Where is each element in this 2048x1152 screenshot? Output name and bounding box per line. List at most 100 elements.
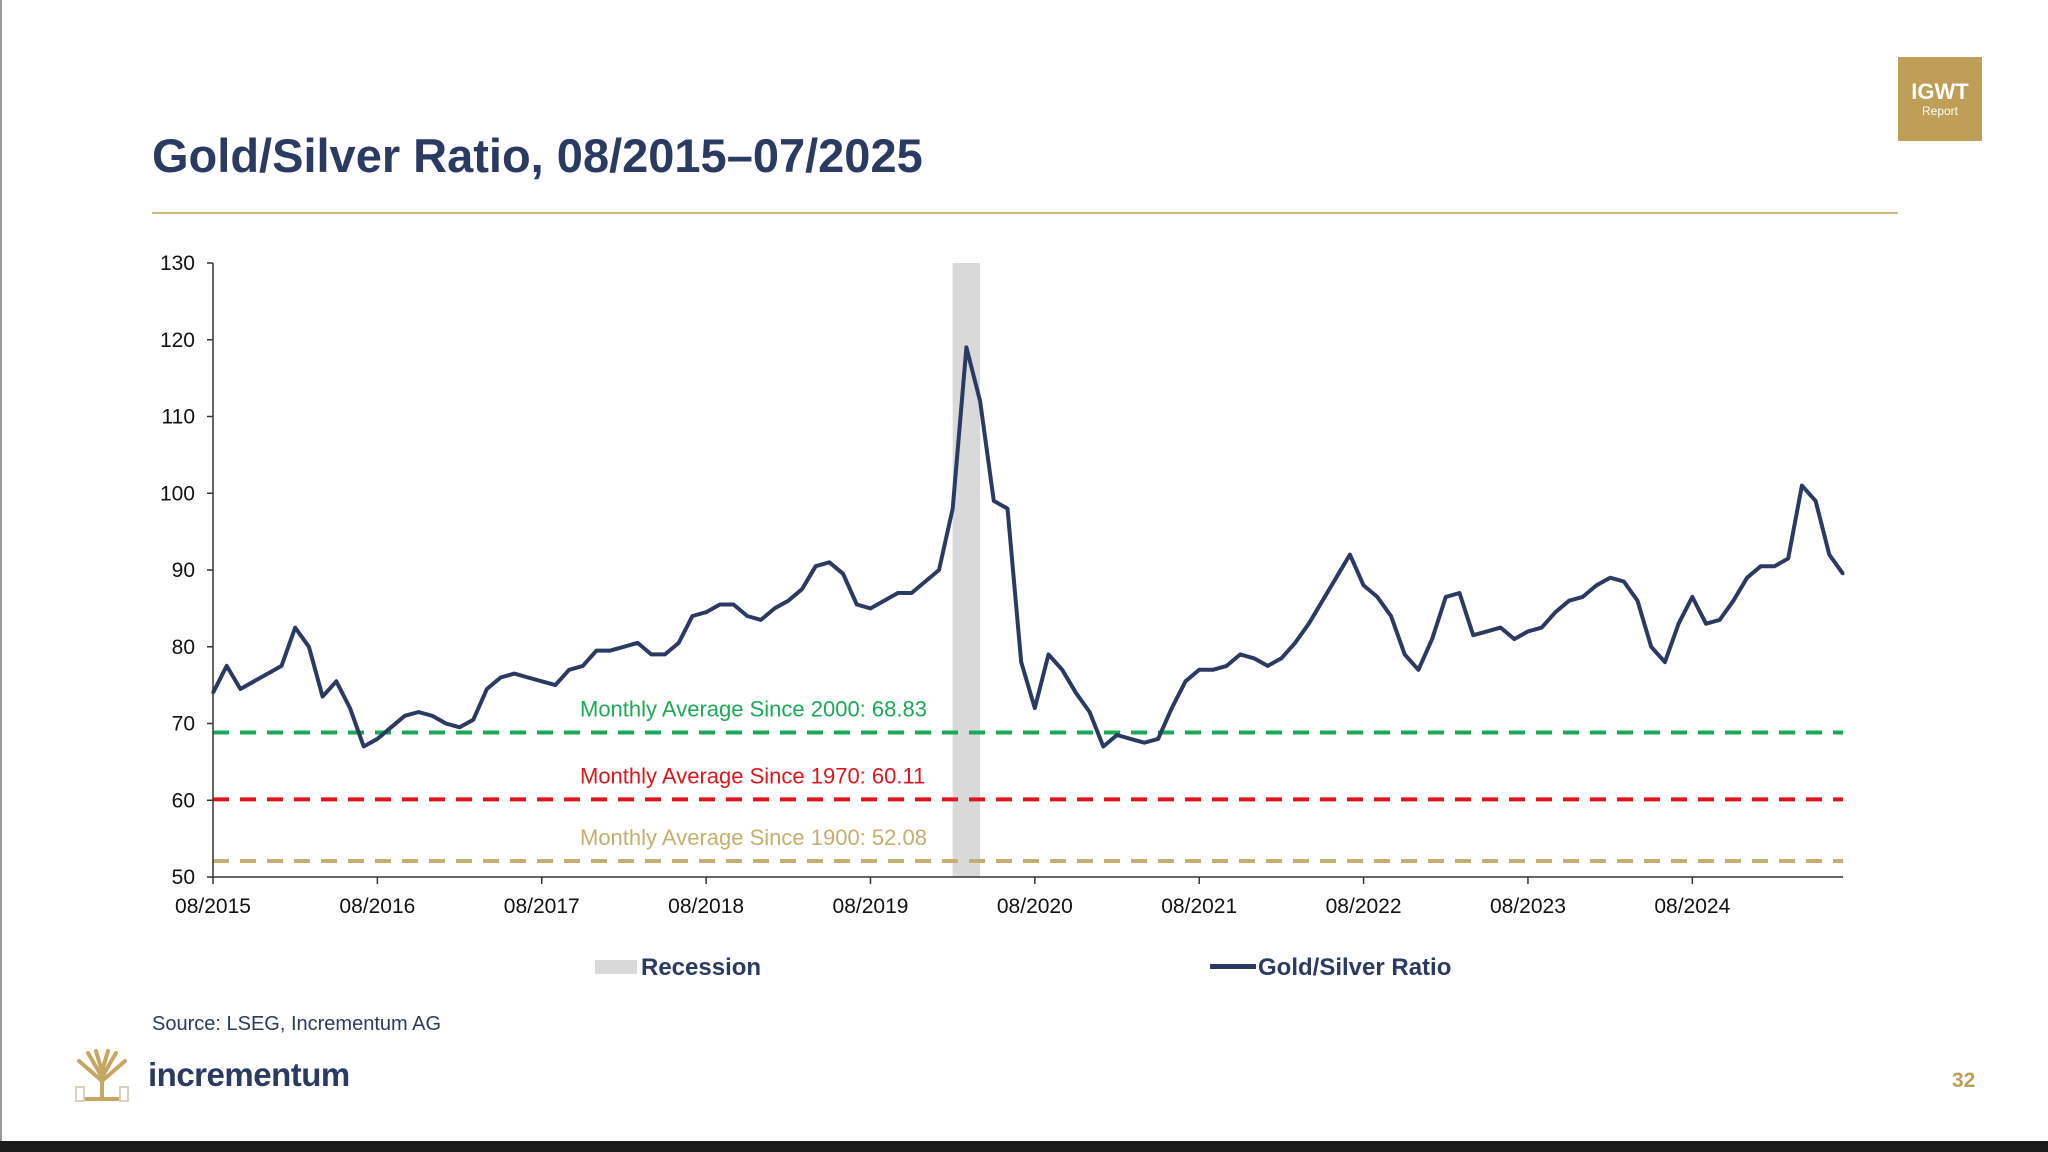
- x-tick-label-3: 08/2018: [668, 895, 744, 918]
- series-point-109: [1704, 622, 1708, 626]
- series-point-29: [608, 649, 612, 653]
- series-point-69: [1156, 737, 1160, 741]
- series-point-48: [869, 606, 872, 610]
- series-point-54: [951, 507, 955, 511]
- series-point-41: [773, 606, 777, 610]
- series-point-4: [266, 672, 270, 676]
- series-point-20: [485, 687, 489, 691]
- series-point-115: [1786, 557, 1790, 560]
- y-tick-label-4: 90: [172, 559, 195, 582]
- series-point-16: [430, 714, 434, 718]
- series-point-65: [1101, 745, 1105, 748]
- series-point-94: [1499, 626, 1503, 630]
- series-point-62: [1060, 668, 1064, 672]
- series-point-64: [1088, 710, 1092, 714]
- series-point-83: [1348, 553, 1352, 557]
- y-tick-label-2: 70: [172, 713, 195, 736]
- badge-title: IGWT: [1911, 79, 1969, 104]
- series-point-93: [1485, 629, 1489, 633]
- x-tick-label-5: 08/2020: [997, 895, 1073, 918]
- series-point-58: [1006, 507, 1009, 511]
- series-point-91: [1458, 591, 1461, 595]
- series-point-10: [348, 706, 352, 710]
- series-point-31: [636, 641, 640, 645]
- series-point-45: [827, 560, 831, 564]
- legend-ratio-label: Gold/Silver Ratio: [1258, 954, 1452, 981]
- series-point-32: [649, 652, 653, 656]
- series-point-21: [499, 676, 503, 679]
- series-point-78: [1279, 656, 1283, 660]
- series-point-26: [567, 668, 571, 672]
- x-tick-label-4: 08/2019: [833, 895, 909, 918]
- series-point-34: [677, 641, 681, 645]
- series-point-52: [923, 580, 927, 583]
- series-point-13: [389, 725, 393, 729]
- series-point-50: [896, 591, 900, 595]
- legend-recession-swatch: [595, 959, 637, 974]
- series-point-81: [1321, 599, 1324, 603]
- series-point-8: [321, 695, 325, 699]
- igwt-report-badge: IGWT Report: [1898, 57, 1982, 141]
- series-point-106: [1663, 660, 1667, 664]
- series-point-53: [937, 568, 941, 572]
- series-point-77: [1266, 664, 1270, 668]
- brand-logo-text: incrementum: [148, 1056, 350, 1093]
- series-point-56: [978, 399, 982, 403]
- series-point-37: [718, 603, 722, 606]
- series-point-73: [1211, 668, 1215, 672]
- series-point-68: [1142, 741, 1146, 745]
- series-point-60: [1033, 706, 1037, 710]
- series-point-24: [540, 679, 544, 683]
- series-point-84: [1362, 583, 1366, 587]
- legend-gold-silver-ratio: Gold/Silver Ratio: [1210, 954, 1451, 982]
- series-point-107: [1677, 622, 1681, 626]
- y-tick-label-1: 60: [172, 789, 195, 812]
- series-point-117: [1814, 499, 1818, 503]
- x-tick-label-9: 08/2024: [1654, 895, 1730, 918]
- series-point-28: [595, 649, 598, 653]
- x-tick-label-6: 08/2021: [1161, 895, 1237, 918]
- x-tick-label-0: 08/2015: [175, 895, 251, 918]
- series-point-92: [1471, 633, 1475, 637]
- series-point-14: [403, 714, 407, 718]
- series-point-5: [280, 664, 283, 668]
- y-tick-label-7: 120: [160, 329, 195, 352]
- series-point-36: [704, 610, 708, 614]
- series-point-63: [1074, 691, 1078, 695]
- legend-recession: Recession: [595, 954, 761, 982]
- badge-subtitle: Report: [1921, 104, 1959, 118]
- source-note: Source: LSEG, Incrementum AG: [152, 1013, 442, 1035]
- series-point-27: [581, 664, 585, 668]
- series-point-86: [1389, 614, 1393, 618]
- y-tick-label-0: 50: [172, 866, 195, 889]
- series-point-12: [375, 737, 379, 741]
- series-point-88: [1416, 668, 1420, 672]
- series-point-104: [1636, 599, 1639, 603]
- series-point-85: [1375, 595, 1379, 599]
- series-point-72: [1197, 668, 1201, 672]
- series-point-67: [1129, 737, 1133, 741]
- series-point-74: [1225, 664, 1229, 668]
- reference-label-0: Monthly Average Since 2000: 68.83: [580, 696, 927, 721]
- series-point-100: [1581, 595, 1585, 599]
- series-point-39: [745, 614, 749, 618]
- series-point-66: [1115, 733, 1119, 737]
- series-point-82: [1334, 576, 1338, 580]
- x-tick-label-7: 08/2022: [1326, 895, 1402, 918]
- y-tick-label-8: 130: [160, 252, 195, 275]
- series-point-38: [732, 603, 735, 606]
- series-point-103: [1622, 580, 1626, 583]
- series-point-2: [238, 687, 242, 691]
- series-point-9: [334, 679, 338, 683]
- reference-label-1: Monthly Average Since 1970: 60.11: [580, 763, 925, 788]
- y-tick-label-3: 80: [172, 636, 195, 659]
- series-point-99: [1567, 599, 1571, 603]
- series-point-97: [1540, 626, 1544, 630]
- series-point-114: [1773, 564, 1776, 568]
- series-point-110: [1718, 618, 1722, 622]
- window-bottom-bar: [0, 1141, 2048, 1152]
- page-title: Gold/Silver Ratio, 08/2015–07/2025: [152, 129, 923, 182]
- series-point-71: [1184, 679, 1187, 683]
- x-tick-label-8: 08/2023: [1490, 895, 1566, 918]
